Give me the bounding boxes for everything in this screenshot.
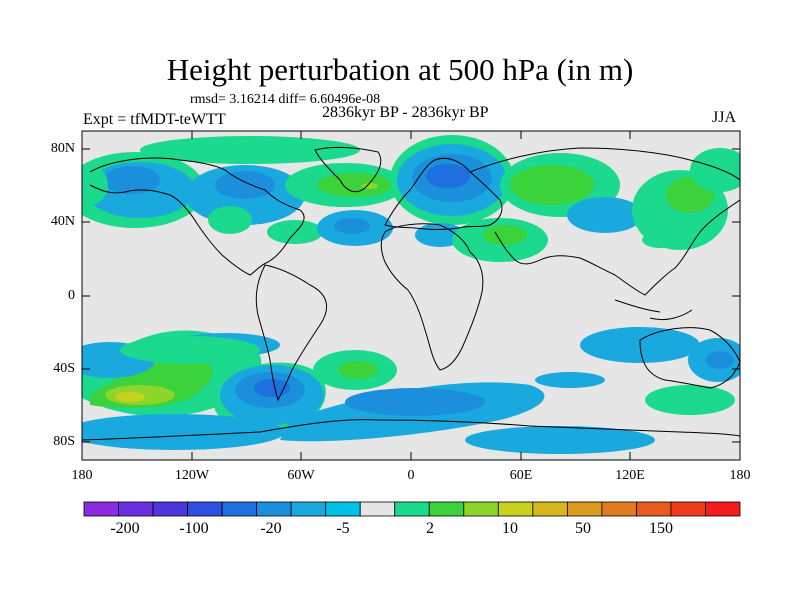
colorbar-box-15 <box>601 501 637 517</box>
coast-australia <box>639 327 740 389</box>
contour-us-green <box>267 220 323 244</box>
contour-s-indian-cyan <box>535 372 605 388</box>
contour-med-lime <box>483 225 527 245</box>
plot-title: Height perturbation at 500 hPa (in m) <box>166 52 634 87</box>
contour-australia-blue <box>706 351 734 369</box>
colorbar-label-7: 150 <box>649 520 673 537</box>
lon-label-60w: 60W <box>287 468 315 483</box>
lat-label-0: 0 <box>68 288 75 303</box>
colorbar-label-2: -20 <box>260 520 282 537</box>
contour-siberia-lime <box>510 165 594 205</box>
contour-southern-ocean-cyan2 <box>82 414 285 450</box>
lon-label-180w: 180 <box>71 468 93 483</box>
contour-central-asia-cyan <box>567 197 643 233</box>
colorbar-box-5 <box>256 501 292 517</box>
colorbar-box-16 <box>636 501 672 517</box>
coast-greenland <box>314 146 382 193</box>
contour-w-pacific-green <box>642 232 678 248</box>
colorbar-box-13 <box>532 501 568 517</box>
colorbar-box-11 <box>463 501 499 517</box>
coast-africa <box>380 223 484 371</box>
lon-label-0: 0 <box>407 468 415 483</box>
contour-wrap-green <box>82 165 108 205</box>
contour-europe-deep <box>426 164 470 188</box>
contour-fields <box>82 135 740 454</box>
contour-atlantic-blue <box>334 218 370 234</box>
colorbar-label-4: 2 <box>426 520 434 537</box>
axis-ticks <box>81 131 741 460</box>
contour-antarctic-cyan <box>465 426 655 454</box>
colorbar-box-8 <box>359 501 396 517</box>
contour-na-pacific-blue <box>104 166 160 194</box>
contour-s-indian-green <box>645 385 735 415</box>
colorbar-box-17 <box>670 501 706 517</box>
stats-subtitle: rmsd= 3.16214 diff= 6.60496e-08 <box>190 92 381 107</box>
experiment-label: Expt = tfMDT-teWTT <box>83 111 226 128</box>
colorbar-box-1 <box>118 501 154 517</box>
coast-asia <box>469 147 740 296</box>
contour-s-america-deep <box>254 379 290 397</box>
colorbar <box>83 501 741 517</box>
contour-canada-blue <box>215 171 275 199</box>
colorbar-box-14 <box>566 501 603 517</box>
lon-label-120e: 120E <box>615 468 645 483</box>
lon-label-60e: 60E <box>509 468 533 483</box>
colorbar-box-9 <box>394 501 430 517</box>
colorbar-label-3: -5 <box>336 520 350 537</box>
colorbar-label-6: 50 <box>575 520 591 537</box>
lat-label-80s: 80S <box>53 434 75 449</box>
colorbar-box-10 <box>428 501 465 517</box>
colorbar-box-0 <box>83 501 119 517</box>
lat-label-40n: 40N <box>50 214 75 229</box>
lat-label-80n: 80N <box>50 141 75 156</box>
colorbar-label-5: 10 <box>502 520 518 537</box>
period-subtitle: 2836kyr BP - 2836kyr BP <box>322 104 489 121</box>
coastlines <box>82 146 740 441</box>
colorbar-box-12 <box>497 501 534 517</box>
contour-south-pacific-yellow2 <box>115 392 145 402</box>
coast-indonesia <box>614 299 693 321</box>
lat-label-40s: 40S <box>53 361 75 376</box>
colorbar-box-3 <box>187 501 223 517</box>
contour-mid-pacific-green <box>120 336 260 364</box>
contour-arctic-green <box>140 136 360 164</box>
season-label: JJA <box>712 109 737 126</box>
contour-greenland-lime <box>317 173 393 197</box>
contour-nw-pacific-green <box>690 148 740 192</box>
colorbar-label-0: -200 <box>110 520 140 537</box>
colorbar-box-6 <box>290 501 327 517</box>
coast-south-america <box>255 264 328 402</box>
contour-southern-ocean-blue <box>345 388 485 416</box>
lon-label-180e: 180 <box>729 468 751 483</box>
colorbar-box-2 <box>152 501 188 517</box>
contour-s-atlantic-lime <box>338 361 378 379</box>
coast-north-america <box>89 157 305 276</box>
lon-label-120w: 120W <box>174 468 210 483</box>
colorbar-box-18 <box>705 501 741 517</box>
coast-europe <box>384 157 503 230</box>
colorbar-box-4 <box>221 501 258 517</box>
colorbar-box-7 <box>325 501 361 517</box>
colorbar-label-1: -100 <box>179 520 209 537</box>
contour-canada-green <box>208 206 252 234</box>
coast-antarctica <box>82 419 740 441</box>
